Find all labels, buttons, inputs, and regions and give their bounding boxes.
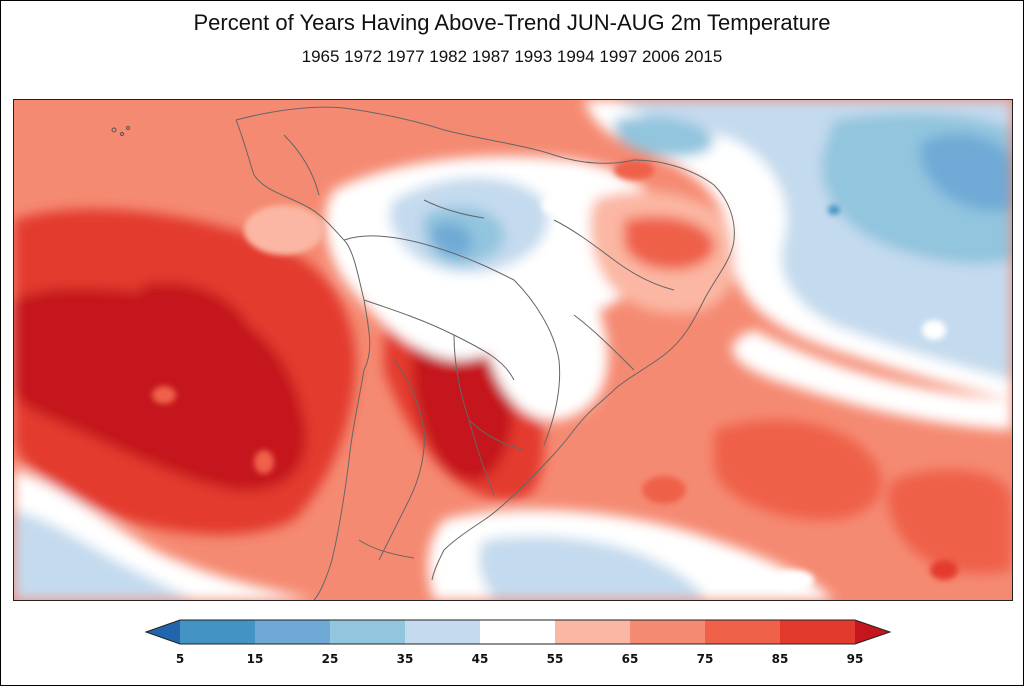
band-75-85-ne-brazil (624, 216, 715, 270)
border-f (468, 419, 525, 451)
colorbar-tick-label: 45 (471, 652, 489, 666)
band-35-45-south (478, 536, 704, 600)
border-a (343, 235, 515, 281)
blob-1 (152, 386, 176, 404)
colorbar-svg (144, 619, 892, 645)
colorbar-bin-45-55 (480, 620, 555, 644)
east-coastline (235, 106, 735, 581)
colorbar-bin-5-15 (180, 620, 255, 644)
border-e (378, 359, 425, 561)
island-2 (120, 132, 124, 136)
island-1 (111, 127, 117, 133)
colorbar: 5 15 25 35 45 55 65 75 85 95 (140, 614, 900, 674)
blob-4 (614, 160, 654, 180)
band-25-35-atlantic-w (613, 116, 714, 157)
band-15-25-north (431, 222, 473, 257)
colorbar-bin-65-75 (630, 620, 705, 644)
border-h (573, 314, 635, 371)
band-over-95-central (412, 337, 513, 481)
colorbar-bin-75-85 (705, 620, 780, 644)
colorbar-tick-label: 85 (771, 652, 789, 666)
colorbar-over-triangle (855, 620, 890, 644)
band-75-85-south-atlantic (714, 420, 882, 520)
country-borders (235, 106, 735, 600)
blob-7 (542, 195, 566, 215)
border-k (358, 539, 415, 559)
blob-9 (642, 476, 686, 504)
blob-6 (774, 570, 814, 590)
map-subtitle: 1965 1972 1977 1982 1987 1993 1994 1997 … (301, 47, 723, 66)
band-15-25-atlantic (919, 133, 1012, 212)
band-over-95-west-b (139, 282, 254, 367)
colorbar-bin-85-95 (780, 620, 855, 644)
blob-2 (254, 450, 274, 474)
colorbar-tick-label: 25 (321, 652, 339, 666)
band-45-55-south-atlantic-stripe (732, 330, 1012, 430)
blob-10 (930, 560, 958, 580)
band-75-85-se-atlantic (887, 469, 1012, 574)
map-title: Percent of Years Having Above-Trend JUN-… (193, 10, 831, 35)
border-j (423, 199, 485, 219)
island-3 (126, 126, 130, 130)
colorbar-tick-label: 15 (246, 652, 264, 666)
blob-8 (828, 205, 840, 215)
border-d (513, 279, 561, 446)
colorbar-bin-25-35 (330, 620, 405, 644)
border-g (553, 219, 675, 291)
galapagos-islands (111, 126, 130, 136)
colorbar-tick-label: 55 (546, 652, 564, 666)
band-45-55-central-brazil (485, 268, 608, 421)
temperature-map (14, 100, 1012, 600)
border-c (453, 334, 495, 496)
colorbar-outline (144, 619, 892, 645)
colorbar-tick-label: 75 (696, 652, 714, 666)
west-coastline (235, 119, 371, 600)
band-35-45-sw (14, 510, 194, 600)
colorbar-bin-55-65 (555, 620, 630, 644)
border-b (363, 299, 515, 381)
colorbar-bin-15-25 (255, 620, 330, 644)
colorbar-tick-label: 35 (396, 652, 414, 666)
colorbar-tick-label: 65 (621, 652, 639, 666)
map-panel (13, 99, 1013, 601)
colorbar-under-triangle (146, 620, 180, 644)
colorbar-bin-35-45 (405, 620, 480, 644)
colorbar-tick-label: 5 (175, 652, 185, 666)
colorbar-tick-label: 95 (846, 652, 864, 666)
border-i (283, 134, 320, 196)
blob-5 (922, 320, 946, 340)
blob-3 (244, 205, 324, 255)
